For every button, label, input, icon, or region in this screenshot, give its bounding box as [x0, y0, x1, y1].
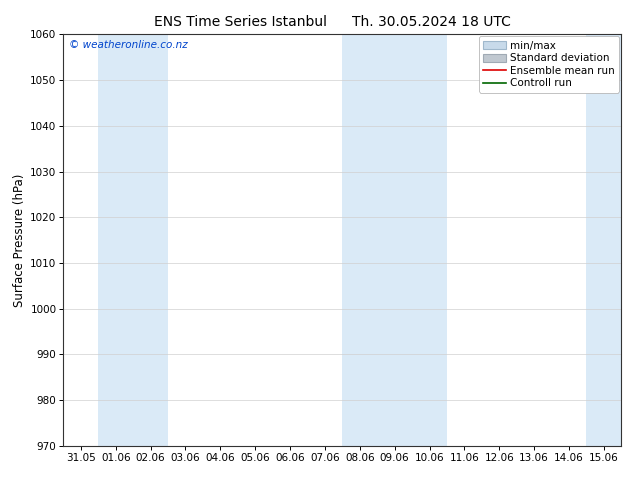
Legend: min/max, Standard deviation, Ensemble mean run, Controll run: min/max, Standard deviation, Ensemble me… — [479, 36, 619, 93]
Text: © weatheronline.co.nz: © weatheronline.co.nz — [69, 41, 188, 50]
Y-axis label: Surface Pressure (hPa): Surface Pressure (hPa) — [13, 173, 26, 307]
Text: Th. 30.05.2024 18 UTC: Th. 30.05.2024 18 UTC — [352, 15, 510, 29]
Bar — [586, 34, 621, 446]
Text: ENS Time Series Istanbul: ENS Time Series Istanbul — [155, 15, 327, 29]
Bar — [342, 34, 447, 446]
Bar — [98, 34, 168, 446]
